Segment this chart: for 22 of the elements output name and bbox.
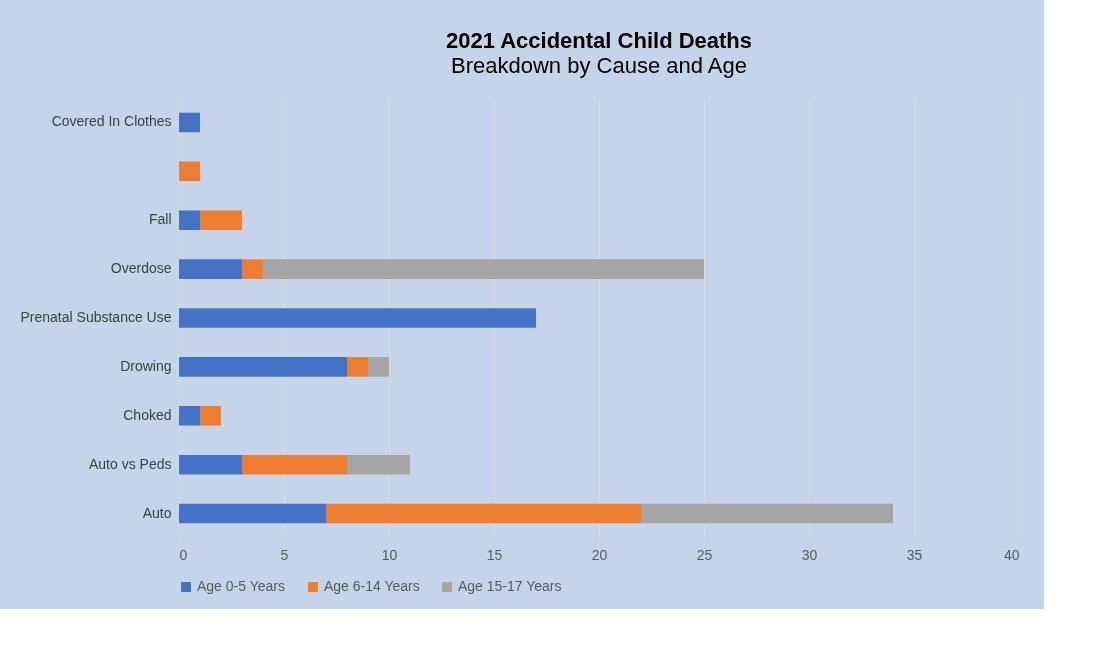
chart-subtitle: Breakdown by Cause and Age	[451, 53, 747, 78]
y-tick-label: Fall	[148, 211, 172, 228]
y-tick-label: Covered In Clothes	[51, 113, 172, 130]
x-tick-label: 20	[591, 546, 608, 563]
y-tick-label: Auto vs Peds	[89, 455, 172, 472]
x-tick-label: 30	[801, 546, 818, 563]
legend-label: Age 15-17 Years	[458, 578, 562, 594]
x-tick-label: 35	[906, 546, 923, 563]
y-tick-label: Drowing	[120, 357, 172, 374]
legend-label: Age 6-14 Years	[324, 578, 420, 594]
chart-title: 2021 Accidental Child Deaths	[445, 28, 753, 53]
x-tick-label: 0	[179, 546, 188, 563]
x-tick-label: 15	[486, 546, 503, 563]
y-tick-label: Auto	[142, 504, 172, 521]
y-tick-label: Choked	[123, 406, 172, 423]
legend-label: Age 0-5 Years	[197, 578, 285, 594]
x-tick-label: 5	[280, 546, 289, 563]
y-tick-label: Prenatal Substance Use	[20, 309, 172, 325]
x-tick-label: 10	[381, 546, 398, 563]
x-tick-label: 40	[1003, 546, 1020, 563]
y-tick-label: Overdose	[110, 260, 172, 277]
x-tick-label: 25	[696, 546, 713, 563]
